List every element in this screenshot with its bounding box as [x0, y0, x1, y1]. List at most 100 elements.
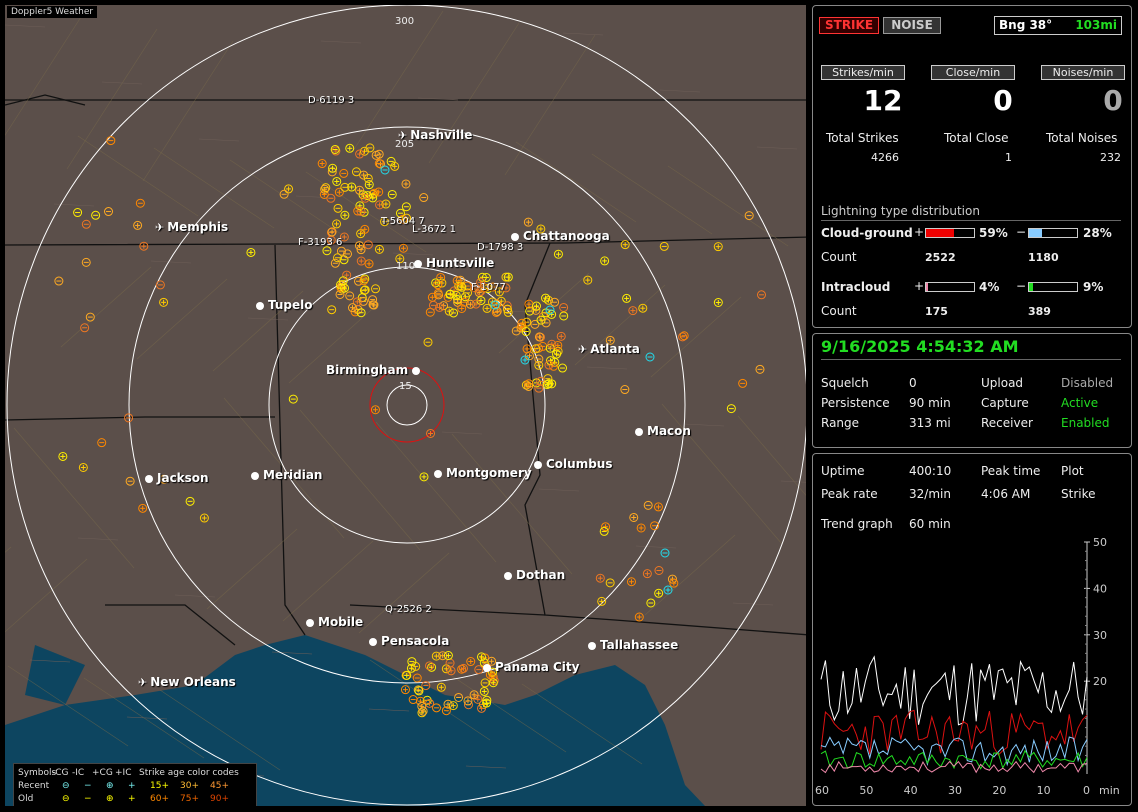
- road-line: [282, 540, 374, 622]
- road-line: [428, 22, 520, 164]
- strike-symbol: [558, 363, 568, 373]
- strike-symbol: [402, 213, 412, 223]
- strike-symbol: [453, 297, 463, 307]
- city-tallahassee: Tallahassee: [588, 638, 678, 652]
- strike-symbol: [654, 565, 664, 575]
- upload-status: Disabled: [1061, 376, 1114, 390]
- strike-symbol: [441, 706, 451, 716]
- strike-symbol: [583, 275, 593, 285]
- lake-water: [25, 645, 85, 705]
- strike-symbol: [643, 500, 653, 510]
- total-close-value: 1: [1005, 151, 1012, 164]
- storm-cell-label[interactable]: T-5604 7: [381, 216, 425, 227]
- storm-cell-label[interactable]: Q-2526 2: [385, 604, 432, 615]
- plot-label: Plot: [1061, 464, 1084, 478]
- strike-symbol: [371, 150, 381, 160]
- close-per-min-button[interactable]: Close/min: [931, 65, 1015, 80]
- close-per-min-value: 0: [993, 84, 1013, 117]
- strike-symbol: [326, 193, 336, 203]
- squelch-label: Squelch: [821, 376, 869, 390]
- plot-type-value[interactable]: Strike: [1061, 487, 1096, 501]
- strike-symbol: [480, 678, 490, 688]
- strike-symbol: [327, 305, 337, 315]
- county-line: [29, 659, 71, 663]
- noises-per-min-button[interactable]: Noises/min: [1041, 65, 1125, 80]
- strike-symbol: [374, 158, 384, 168]
- county-line: [417, 97, 459, 101]
- total-noises-value: 232: [1100, 151, 1121, 164]
- strike-symbol: [355, 185, 365, 195]
- city-dot-icon: [251, 472, 259, 480]
- strike-symbol: [159, 297, 169, 307]
- strike-symbol: [479, 283, 489, 293]
- strike-symbol: [135, 198, 145, 208]
- strike-symbol: [605, 578, 615, 588]
- strike-symbol: [441, 664, 451, 674]
- city-dot-icon: [483, 664, 491, 672]
- total-strikes-label: Total Strikes: [826, 131, 899, 145]
- strike-symbol: [542, 380, 552, 390]
- storm-cell-label[interactable]: L-3672 1: [412, 224, 456, 235]
- strike-symbol: [550, 297, 560, 307]
- strike-symbol: [381, 199, 391, 209]
- strike-symbol: [363, 240, 373, 250]
- storm-cell-label[interactable]: F-1077: [471, 282, 506, 293]
- receiver-status: Enabled: [1061, 416, 1110, 430]
- strike-symbol: [501, 283, 511, 293]
- lightning-map[interactable]: Doppler5 Weather 300 205 110 15 ✈ Nashvil…: [5, 5, 806, 806]
- strike-symbol: [369, 300, 379, 310]
- noise-mode-button[interactable]: NOISE: [883, 17, 941, 34]
- state-border: [349, 604, 546, 616]
- strike-symbol: [342, 249, 352, 259]
- state-border: [274, 244, 306, 636]
- strike-symbol: [364, 180, 374, 190]
- strike-symbol: [524, 381, 534, 391]
- airport-icon: ✈: [578, 343, 588, 356]
- y-tick-label: 30: [1093, 629, 1107, 642]
- strike-symbol: [81, 219, 91, 229]
- city-montgomery: Montgomery: [434, 466, 532, 480]
- cloud-ground-label: Cloud-ground: [821, 226, 913, 240]
- strike-symbol: [97, 438, 107, 448]
- peak-rate-value: 32/min: [909, 487, 951, 501]
- road-line: [375, 421, 497, 563]
- pos-cg-recent-icon: ⊕: [106, 780, 114, 791]
- strike-symbol: [433, 280, 443, 290]
- strike-symbol: [104, 207, 114, 217]
- strike-symbol: [320, 184, 330, 194]
- storm-cell-label[interactable]: F-3193 6: [298, 237, 343, 248]
- strike-symbol: [525, 306, 535, 316]
- strike-symbol: [482, 303, 492, 313]
- strike-symbol: [436, 682, 446, 692]
- storm-cell-label[interactable]: D-6119 3: [308, 95, 355, 106]
- range-ring-label: 15: [399, 381, 412, 392]
- pos-ic-old-icon: +: [128, 793, 136, 804]
- road-line: [591, 153, 713, 235]
- strike-symbol: [423, 337, 433, 347]
- strike-symbol: [398, 243, 408, 253]
- county-line: [586, 366, 628, 370]
- road-line: [5, 546, 12, 553]
- strike-symbol: [454, 281, 464, 291]
- uptime-label: Uptime: [821, 464, 865, 478]
- strike-symbol: [91, 210, 101, 220]
- strike-symbol: [713, 242, 723, 252]
- strike-symbol: [339, 168, 349, 178]
- noises-per-min-value: 0: [1103, 84, 1123, 117]
- strike-symbol: [355, 149, 365, 159]
- strike-symbol: [414, 686, 424, 696]
- road-line: [504, 34, 596, 176]
- strike-mode-button[interactable]: STRIKE: [819, 17, 879, 34]
- strike-symbol: [511, 326, 521, 336]
- storm-cell-label[interactable]: D-1798 3: [477, 242, 524, 253]
- strikes-per-min-button[interactable]: Strikes/min: [821, 65, 905, 80]
- strike-symbol: [503, 272, 513, 282]
- strike-symbol: [454, 692, 464, 702]
- strike-symbol: [547, 379, 557, 389]
- strike-symbol: [400, 685, 410, 695]
- trend-graph-value[interactable]: 60 min: [909, 517, 951, 531]
- map-canvas: [5, 5, 806, 806]
- strike-symbol: [663, 585, 673, 595]
- strike-symbol: [340, 210, 350, 220]
- strike-symbol: [54, 276, 64, 286]
